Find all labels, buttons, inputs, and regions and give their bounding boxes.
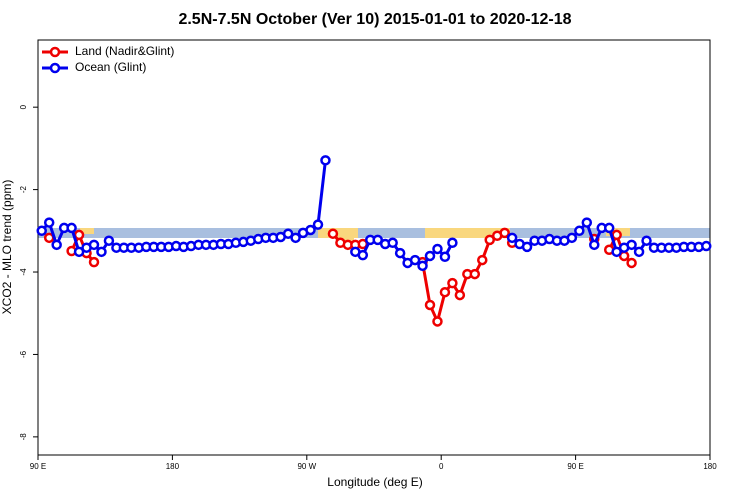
x-axis-label: Longitude (deg E) xyxy=(327,475,422,489)
y-tick-label: -6 xyxy=(19,350,28,358)
data-point xyxy=(589,239,600,251)
data-point xyxy=(432,243,443,255)
data-point xyxy=(499,227,510,239)
data-point xyxy=(96,246,107,258)
data-point xyxy=(372,234,383,246)
y-tick-label: -4 xyxy=(19,268,28,276)
data-point xyxy=(290,232,301,244)
data-point xyxy=(611,246,622,258)
legend-marker xyxy=(49,46,61,58)
data-point xyxy=(88,256,100,268)
data-point xyxy=(409,254,421,266)
x-tick-label: 90 E xyxy=(567,462,583,471)
data-point xyxy=(581,217,593,228)
land-patch xyxy=(425,228,510,238)
data-point xyxy=(566,232,578,244)
data-point xyxy=(626,257,637,269)
data-point xyxy=(454,289,466,301)
data-point xyxy=(701,240,712,252)
x-tick-label: 0 xyxy=(439,462,444,471)
data-point xyxy=(439,286,451,298)
data-point xyxy=(66,222,77,234)
y-axis-label: XCO2 - MLO trend (ppm) xyxy=(0,180,14,315)
data-point xyxy=(424,299,436,311)
legend-label: Land (Nadir&Glint) xyxy=(75,44,174,58)
x-tick-label: 90 W xyxy=(297,462,316,471)
data-point xyxy=(357,249,369,261)
data-point xyxy=(88,239,100,251)
data-point xyxy=(387,237,398,249)
data-point xyxy=(36,225,47,237)
legend-marker xyxy=(49,62,61,74)
data-point xyxy=(305,224,316,236)
x-tick-label: 180 xyxy=(166,462,180,471)
data-point xyxy=(477,254,488,266)
x-tick-label: 180 xyxy=(703,462,717,471)
data-point xyxy=(312,219,324,230)
data-point xyxy=(103,235,115,246)
land-patch xyxy=(80,228,94,234)
data-point xyxy=(506,232,518,244)
data-point xyxy=(626,239,637,251)
data-point xyxy=(51,239,62,251)
data-point xyxy=(394,247,406,259)
data-point xyxy=(633,246,645,258)
data-point xyxy=(521,241,533,253)
y-tick-label: -2 xyxy=(19,185,28,193)
chart-title: 2.5N-7.5N October (Ver 10) 2015-01-01 to… xyxy=(178,11,571,28)
data-point xyxy=(439,251,451,263)
ocean-band xyxy=(38,228,710,238)
data-point xyxy=(447,277,458,289)
data-point xyxy=(73,229,85,241)
data-point xyxy=(73,246,85,258)
y-tick-label: 0 xyxy=(19,104,28,109)
data-point xyxy=(327,228,339,239)
data-point xyxy=(424,250,436,262)
data-point xyxy=(484,234,495,246)
data-point xyxy=(43,217,55,228)
data-point xyxy=(447,237,458,249)
data-point xyxy=(320,155,331,166)
data-point xyxy=(641,235,652,246)
data-point xyxy=(603,222,615,234)
data-point xyxy=(432,316,443,327)
data-point xyxy=(282,228,294,239)
x-tick-label: 90 E xyxy=(30,462,46,471)
data-point xyxy=(574,225,585,237)
legend-label: Ocean (Glint) xyxy=(75,60,146,74)
data-point xyxy=(417,260,428,272)
y-tick-label: -8 xyxy=(19,433,28,441)
data-point xyxy=(469,268,481,280)
data-point xyxy=(611,229,622,241)
